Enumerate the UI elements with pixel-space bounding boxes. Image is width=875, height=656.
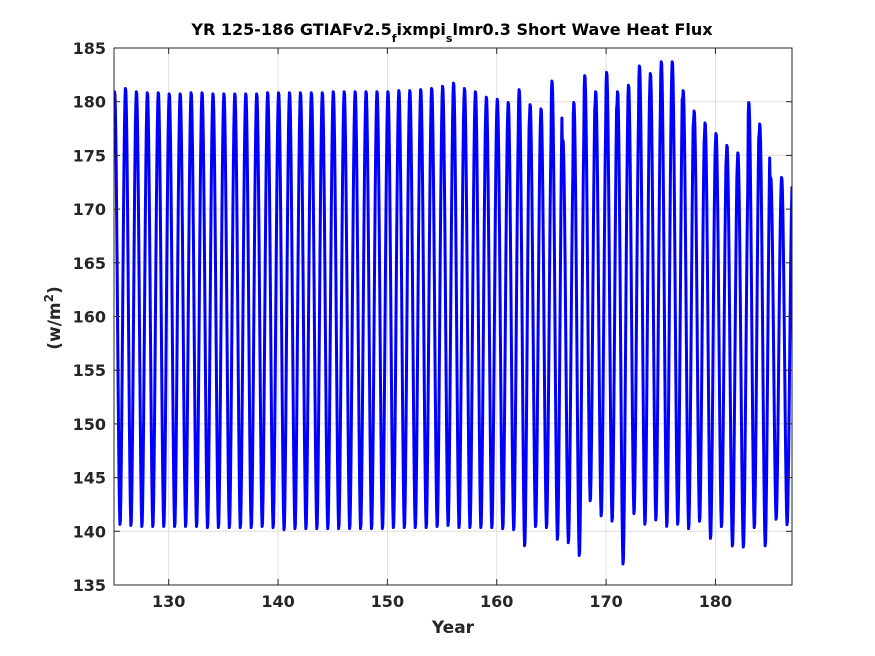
x-tick-label: 180 — [699, 592, 732, 611]
y-tick-label: 180 — [73, 93, 106, 112]
title-main: YR 125-186 GTIAFv2.5 — [190, 20, 391, 39]
y-tick-label: 185 — [73, 39, 106, 58]
x-tick-label: 170 — [589, 592, 622, 611]
y-tick-label: 145 — [73, 469, 106, 488]
axis-ticks: 130 140 150 160 170 180 135 140 145 150 155 160 165 1… — [73, 39, 792, 611]
y-tick-label: 155 — [73, 361, 106, 380]
x-tick-label: 160 — [480, 592, 513, 611]
y-tick-label: 140 — [73, 522, 106, 541]
title-end: lmr0.3 Short Wave Heat Flux — [452, 20, 713, 39]
title-subscript-s: s — [446, 32, 453, 45]
y-tick-label: 170 — [73, 200, 106, 219]
y-tick-label: 175 — [73, 146, 106, 165]
x-tick-label: 140 — [261, 592, 294, 611]
chart-title: YR 125-186 GTIAFv2.5fixmpislmr0.3 Short … — [190, 20, 713, 45]
series-swflux — [114, 60, 792, 566]
title-mid: ixmpi — [397, 20, 446, 39]
y-axis-label-base: (w/m — [45, 302, 65, 349]
y-axis-label-sup: 2 — [42, 294, 56, 302]
y-axis-label: (w/m2) — [42, 286, 65, 350]
y-tick-label: 160 — [73, 308, 106, 327]
x-tick-label: 150 — [371, 592, 404, 611]
y-tick-label: 165 — [73, 254, 106, 273]
y-tick-label: 135 — [73, 576, 106, 595]
series-line — [114, 60, 792, 566]
x-tick-label: 130 — [152, 592, 185, 611]
title-subscript-f: f — [392, 32, 397, 45]
y-tick-label: 150 — [73, 415, 106, 434]
y-axis-label-end: ) — [45, 286, 65, 294]
x-axis-label: Year — [431, 618, 475, 638]
